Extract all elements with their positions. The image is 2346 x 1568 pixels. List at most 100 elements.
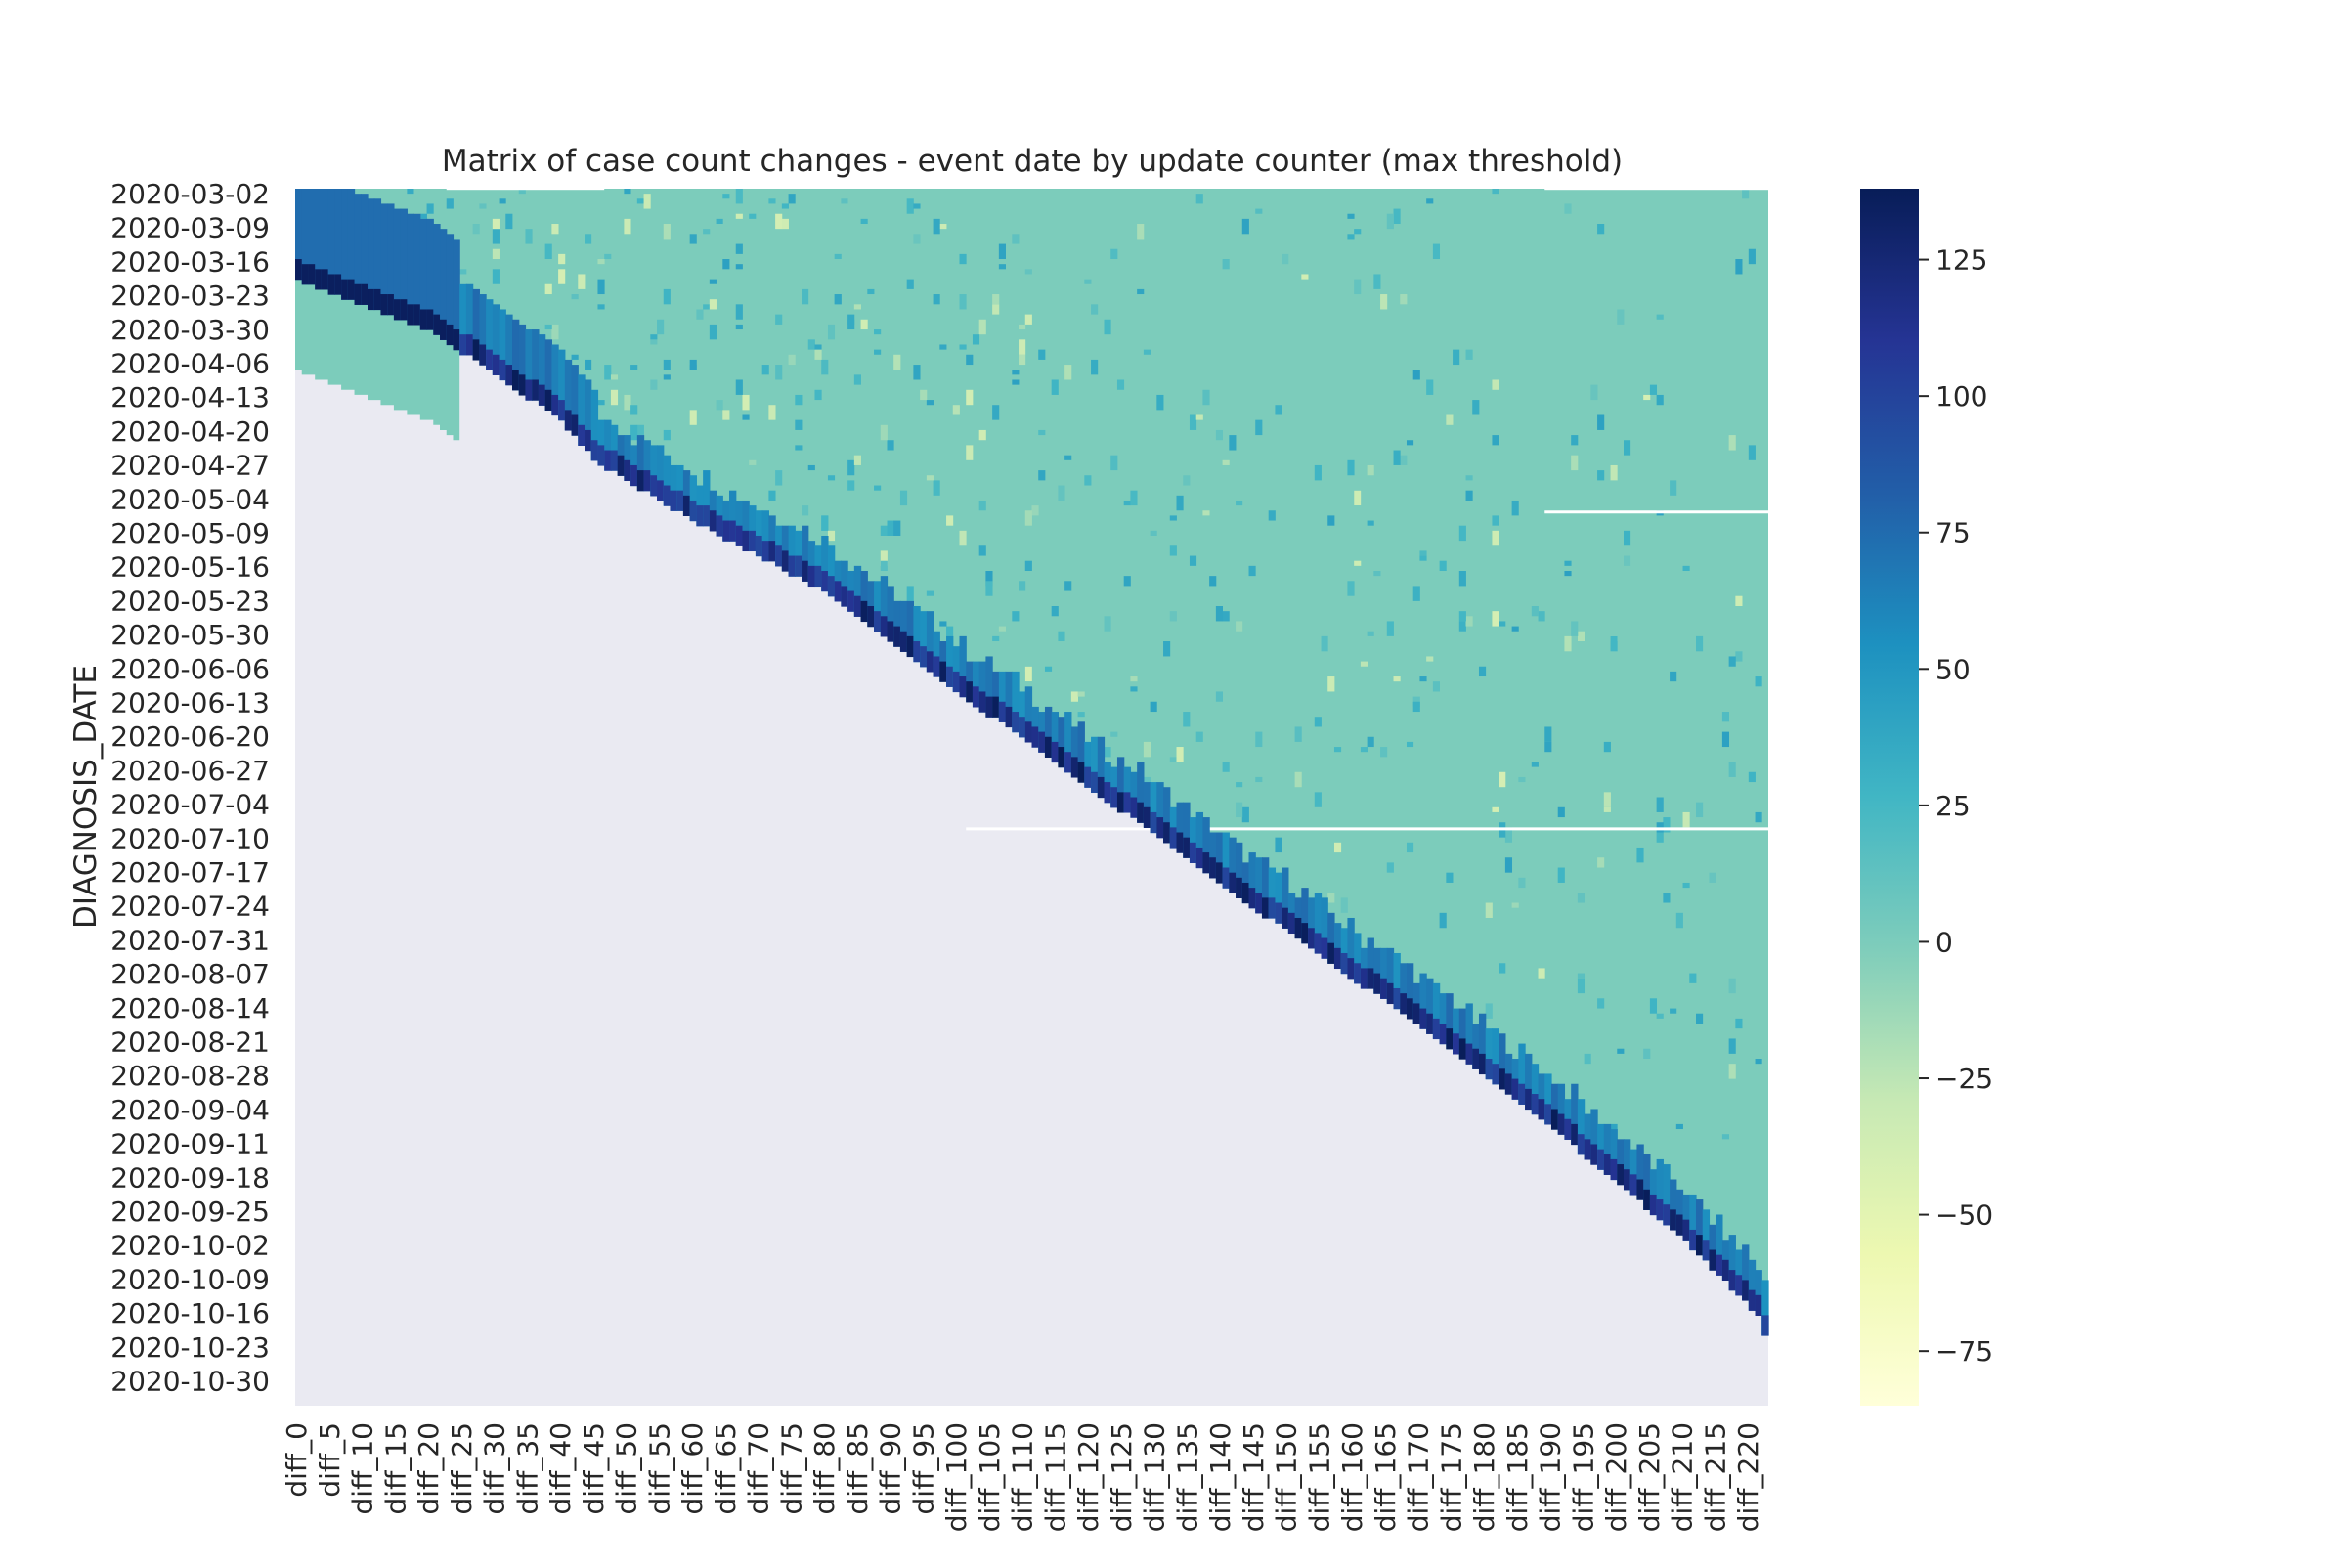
heatmap-frontier-cell <box>295 259 303 281</box>
heatmap-scatter-cell <box>1649 384 1658 395</box>
heatmap-scatter-cell <box>1571 455 1579 471</box>
heatmap-bands <box>295 189 1769 1336</box>
heatmap-scatter-cell <box>933 218 940 235</box>
heatmap-band-cell <box>459 283 467 356</box>
heatmap-band-cell <box>334 189 342 295</box>
heatmap-band-cell <box>1116 757 1125 813</box>
heatmap-band-cell <box>347 189 356 300</box>
heatmap-scatter-cell <box>663 429 671 441</box>
heatmap-frontier-cell <box>1380 978 1388 999</box>
heatmap-band-cell <box>893 600 901 647</box>
heatmap-scatter-cell <box>492 218 500 230</box>
heatmap-frontier-cell <box>1229 872 1237 893</box>
heatmap-scatter-cell <box>1432 243 1441 260</box>
heatmap-scatter-cell <box>1169 611 1177 622</box>
heatmap-band-cell <box>1012 671 1020 733</box>
y-tick-label: 2020-07-24 <box>110 891 270 923</box>
heatmap-scatter-cell <box>834 253 842 260</box>
colorbar <box>1860 189 1919 1406</box>
x-tick-label: diff_130 <box>1139 1422 1171 1532</box>
heatmap-band-cell <box>532 329 540 401</box>
heatmap-frontier-cell <box>1123 792 1132 813</box>
y-tick-label: 2020-07-04 <box>110 789 270 821</box>
heatmap-scatter-cell <box>446 198 454 209</box>
heatmap-band-cell <box>558 349 566 421</box>
heatmap-band-cell <box>1261 857 1270 919</box>
heatmap-frontier-cell <box>920 646 928 668</box>
heatmap-band-cell <box>1735 1249 1743 1296</box>
colorbar-tick-label: 25 <box>1935 790 1971 822</box>
heatmap-scatter-cell <box>636 424 644 436</box>
heatmap-scatter-cell <box>1571 435 1579 446</box>
y-tick-label: 2020-03-30 <box>110 314 270 346</box>
heatmap-band-cell <box>703 470 711 527</box>
heatmap-scatter-cell <box>1169 515 1177 521</box>
colorbar-ticks: 125 100 75 50 25 0 −25 −50 −75 <box>1919 244 1993 1368</box>
heatmap-scatter-cell <box>610 389 619 406</box>
heatmap-frontier-cell <box>1024 721 1033 743</box>
heatmap-scatter-cell <box>1255 419 1263 436</box>
heatmap-scatter-cell <box>722 410 730 420</box>
heatmap-scatter-cell <box>1130 676 1138 682</box>
heatmap-scatter-cell <box>926 400 934 406</box>
heatmap-scatter-cell <box>939 344 947 350</box>
heatmap-scatter-cell <box>906 198 914 214</box>
heatmap-band-cell <box>853 565 862 617</box>
colorbar-tick-label: −25 <box>1935 1063 1993 1095</box>
heatmap-scatter-cell <box>926 590 934 596</box>
heatmap-band-cell <box>295 189 303 281</box>
heatmap-scatter-cell <box>492 229 500 244</box>
heatmap-scatter-cell <box>966 354 974 366</box>
heatmap-band-cell <box>564 359 573 431</box>
heatmap-frontier-cell <box>768 541 776 562</box>
y-tick-label: 2020-09-11 <box>110 1128 270 1160</box>
heatmap-scatter-cell <box>847 480 855 491</box>
heatmap-band-cell <box>1393 952 1401 1010</box>
x-tick-label: diff_65 <box>710 1422 742 1514</box>
heatmap-scatter-cell <box>1419 676 1427 682</box>
heatmap-band-cell <box>440 229 448 340</box>
heatmap-scatter-cell <box>624 189 631 195</box>
heatmap-band-cell <box>998 671 1007 722</box>
heatmap-scatter-cell <box>1492 379 1499 390</box>
heatmap-scatter-cell <box>1643 1048 1651 1060</box>
y-tick-label: 2020-08-21 <box>110 1026 270 1059</box>
heatmap-scatter-cell <box>1597 470 1605 481</box>
heatmap-scatter-cell <box>1347 459 1355 476</box>
heatmap-band-cell <box>1728 1235 1736 1291</box>
heatmap-band-cell <box>597 419 605 466</box>
y-tick-label: 2020-06-13 <box>110 687 270 719</box>
heatmap-frontier-cell <box>1163 822 1171 844</box>
heatmap-band-cell <box>1354 933 1362 984</box>
heatmap-scatter-cell <box>1617 309 1625 325</box>
heatmap-frontier-cell <box>624 459 631 481</box>
heatmap-scatter-cell <box>1229 435 1237 451</box>
heatmap-frontier-cell <box>670 490 677 511</box>
heatmap-frontier-cell <box>1294 917 1302 939</box>
heatmap-scatter-cell <box>1577 973 1586 979</box>
heatmap-scatter-cell <box>821 359 829 375</box>
heatmap-band-cell <box>1525 1053 1533 1111</box>
heatmap-scatter-cell <box>1492 611 1499 627</box>
x-tick-label: diff_85 <box>842 1422 874 1514</box>
heatmap-scatter-cell <box>1742 189 1750 199</box>
heatmap-frontier-cell <box>1308 928 1316 949</box>
heatmap-scatter-cell <box>585 234 592 244</box>
heatmap-scatter-cell <box>768 490 776 501</box>
heatmap-scatter-cell <box>1347 581 1355 596</box>
heatmap-frontier-cell <box>814 565 822 588</box>
heatmap-frontier-cell <box>788 555 796 577</box>
heatmap-scatter-cell <box>1656 832 1664 843</box>
heatmap-band-cell <box>341 189 349 300</box>
heatmap-scatter-cell <box>966 389 974 406</box>
heatmap-scatter-cell <box>1597 998 1605 1009</box>
heatmap-band-cell <box>1432 982 1441 1040</box>
heatmap-scatter-cell <box>1333 842 1342 853</box>
heatmap-frontier-cell <box>361 283 369 305</box>
heatmap-scatter-cell <box>1084 475 1092 486</box>
heatmap-scatter-cell <box>735 379 743 395</box>
heatmap-frontier-cell <box>952 671 961 693</box>
heatmap-frontier-cell <box>479 344 487 366</box>
heatmap-scatter-cell <box>874 329 882 335</box>
heatmap-scatter-cell <box>1024 510 1032 526</box>
